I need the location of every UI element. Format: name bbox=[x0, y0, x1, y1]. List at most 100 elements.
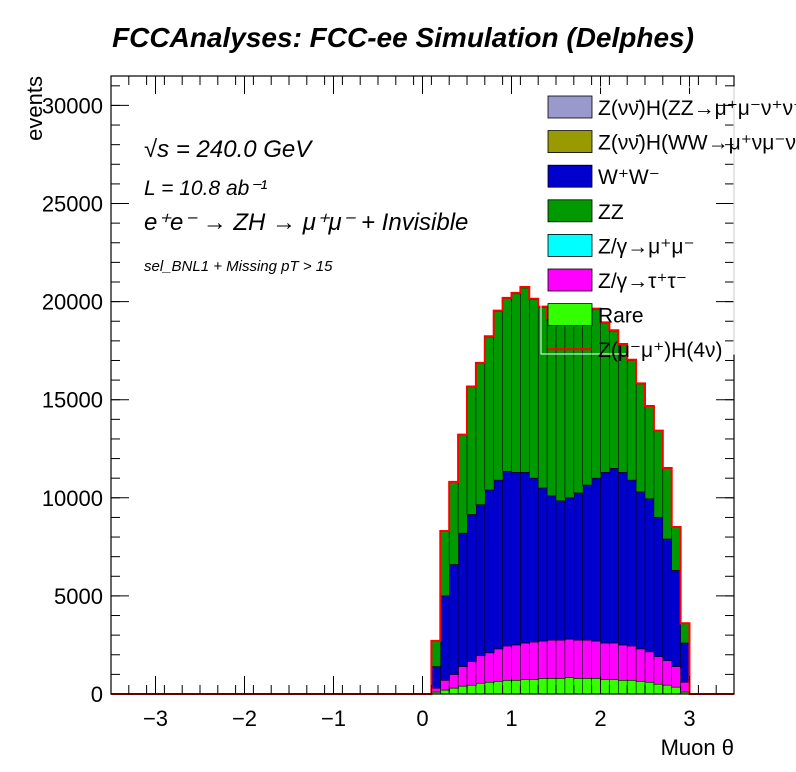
bar-series3-bin5 bbox=[475, 504, 486, 657]
bar-series1-bin10 bbox=[520, 642, 531, 680]
bar-series0-bin17 bbox=[582, 678, 593, 695]
bar-series4-bin18 bbox=[591, 309, 602, 479]
bar-series3-bin2 bbox=[448, 564, 459, 675]
legend-box bbox=[540, 86, 735, 355]
bar-series3-bin20 bbox=[609, 468, 620, 644]
bar-series4-bin6 bbox=[484, 336, 495, 491]
legend-label-2: W⁺W⁻ bbox=[598, 166, 660, 189]
axes: −3 −2 −1 0 1 2 3 0 5000 10000 15000 20000 25000 30000 bbox=[42, 76, 735, 731]
bar-series1-bin16 bbox=[573, 639, 584, 679]
bar-series3-bin6 bbox=[484, 489, 495, 654]
bar-series0-bin25 bbox=[653, 683, 664, 695]
bar-series1-bin20 bbox=[609, 642, 620, 680]
bar-series1-bin15 bbox=[564, 638, 575, 678]
bar-series1-bin24 bbox=[644, 651, 655, 683]
bar-series1-bin8 bbox=[502, 645, 513, 681]
bar-series0-bin5 bbox=[475, 682, 486, 695]
bar-series4-bin7 bbox=[493, 311, 504, 481]
bar-series3-bin18 bbox=[591, 477, 602, 642]
bar-series3-bin0 bbox=[431, 666, 441, 689]
bar-series3-bin14 bbox=[555, 500, 566, 641]
bar-series0-bin20 bbox=[609, 678, 620, 695]
bar-series1-bin2 bbox=[448, 674, 459, 689]
bar-series1-bin19 bbox=[600, 642, 611, 680]
bar-series3-bin21 bbox=[617, 472, 628, 646]
bar-series4-bin2 bbox=[448, 481, 459, 565]
bar-series0-bin16 bbox=[573, 678, 584, 695]
bar-series3-bin23 bbox=[635, 491, 646, 650]
bar-series4-bin1 bbox=[439, 530, 450, 597]
bar-series0-bin26 bbox=[662, 684, 673, 695]
y-tick-label-6: 30000 bbox=[42, 93, 103, 118]
legend-label-6: Rare bbox=[598, 305, 644, 328]
bar-series4-bin16 bbox=[573, 312, 584, 494]
bar-series1-bin6 bbox=[484, 652, 495, 683]
bar-series3-bin10 bbox=[520, 472, 531, 644]
legend-swatch-6 bbox=[547, 303, 593, 327]
bar-series0-bin3 bbox=[457, 685, 468, 695]
bar-series3-bin17 bbox=[582, 484, 593, 641]
bar-series3-bin15 bbox=[564, 497, 575, 640]
x-tick-label-3: 0 bbox=[416, 706, 428, 731]
y-tick-label-1: 5000 bbox=[54, 584, 103, 609]
y-tick-label-4: 20000 bbox=[42, 290, 103, 315]
bar-series1-bin9 bbox=[511, 644, 522, 681]
bar-series1-bin27 bbox=[671, 666, 682, 688]
bar-series3-bin19 bbox=[600, 472, 611, 644]
bar-series4-bin11 bbox=[528, 299, 539, 479]
bar-series1-bin5 bbox=[475, 655, 486, 684]
bar-series0-bin10 bbox=[520, 678, 531, 695]
legend-label-0: Z(νν̄)H(ZZ→μ⁺μ⁻ν⁺ν⁻) bbox=[598, 97, 796, 120]
bar-series0-bin4 bbox=[466, 684, 477, 695]
bar-series3-bin26 bbox=[662, 538, 673, 661]
x-tick-label-4: 1 bbox=[505, 706, 517, 731]
bar-series0-bin11 bbox=[528, 678, 539, 695]
bar-series3-bin3 bbox=[457, 532, 468, 667]
bar-series0-bin15 bbox=[564, 677, 575, 695]
bar-series1-bin12 bbox=[537, 640, 548, 679]
annotation-energy: √s = 240.0 GeV bbox=[144, 136, 313, 163]
bar-series0-bin9 bbox=[511, 679, 522, 695]
legend-label-3: ZZ bbox=[598, 201, 624, 224]
bar-series1-bin21 bbox=[617, 644, 628, 681]
bar-series4-bin9 bbox=[511, 293, 522, 473]
bar-series4-bin0 bbox=[431, 640, 441, 667]
annotation-luminosity: L = 10.8 ab⁻¹ bbox=[144, 177, 267, 200]
legend: Z(νν̄)H(ZZ→μ⁺μ⁻ν⁺ν⁻) Z(νν̄)H(WW→μ⁺νμ⁻ν) W⁺… bbox=[540, 86, 796, 362]
bar-series1-bin13 bbox=[546, 639, 557, 679]
legend-swatch-4 bbox=[547, 233, 593, 257]
bar-series1-bin1 bbox=[439, 679, 450, 691]
bar-series0-bin18 bbox=[591, 678, 602, 695]
y-tick-label-0: 0 bbox=[91, 682, 103, 707]
y-axis-label: events bbox=[22, 76, 47, 141]
annotations: √s = 240.0 GeV L = 10.8 ab⁻¹ e⁺e⁻ → ZH →… bbox=[144, 136, 468, 275]
legend-swatch-0 bbox=[547, 95, 593, 119]
bar-series0-bin6 bbox=[484, 681, 495, 695]
bar-series0-bin13 bbox=[546, 678, 557, 695]
chart-title: FCCAnalyses: FCC-ee Simulation (Delphes) bbox=[112, 22, 694, 53]
x-tick-label-0: −3 bbox=[143, 706, 168, 731]
bar-series3-bin9 bbox=[511, 472, 522, 646]
bar-series4-bin8 bbox=[502, 298, 513, 472]
bar-series3-bin13 bbox=[546, 495, 557, 641]
bar-series4-bin5 bbox=[475, 363, 486, 505]
bar-series1-bin11 bbox=[528, 641, 539, 680]
bar-series4-bin21 bbox=[617, 344, 628, 473]
bar-series1-bin7 bbox=[493, 648, 504, 682]
annotation-selection: sel_BNL1 + Missing pT > 15 bbox=[144, 258, 333, 275]
bar-series3-bin1 bbox=[439, 595, 450, 681]
bar-series0-bin22 bbox=[626, 679, 637, 695]
bar-series4-bin17 bbox=[582, 310, 593, 486]
legend-swatch-3 bbox=[547, 199, 593, 223]
bar-series1-bin17 bbox=[582, 639, 593, 679]
x-axis-label: Muon θ bbox=[661, 735, 734, 760]
bar-series1-bin25 bbox=[653, 656, 664, 685]
bar-series3-bin4 bbox=[466, 514, 477, 662]
legend-label-7: Z(μ⁻μ⁺)H(4ν) bbox=[598, 339, 723, 362]
bar-series1-bin0 bbox=[431, 687, 441, 693]
bar-series3-bin16 bbox=[573, 492, 584, 641]
bar-series0-bin8 bbox=[502, 679, 513, 695]
bar-series1-bin14 bbox=[555, 639, 566, 679]
bar-series4-bin15 bbox=[564, 317, 575, 499]
